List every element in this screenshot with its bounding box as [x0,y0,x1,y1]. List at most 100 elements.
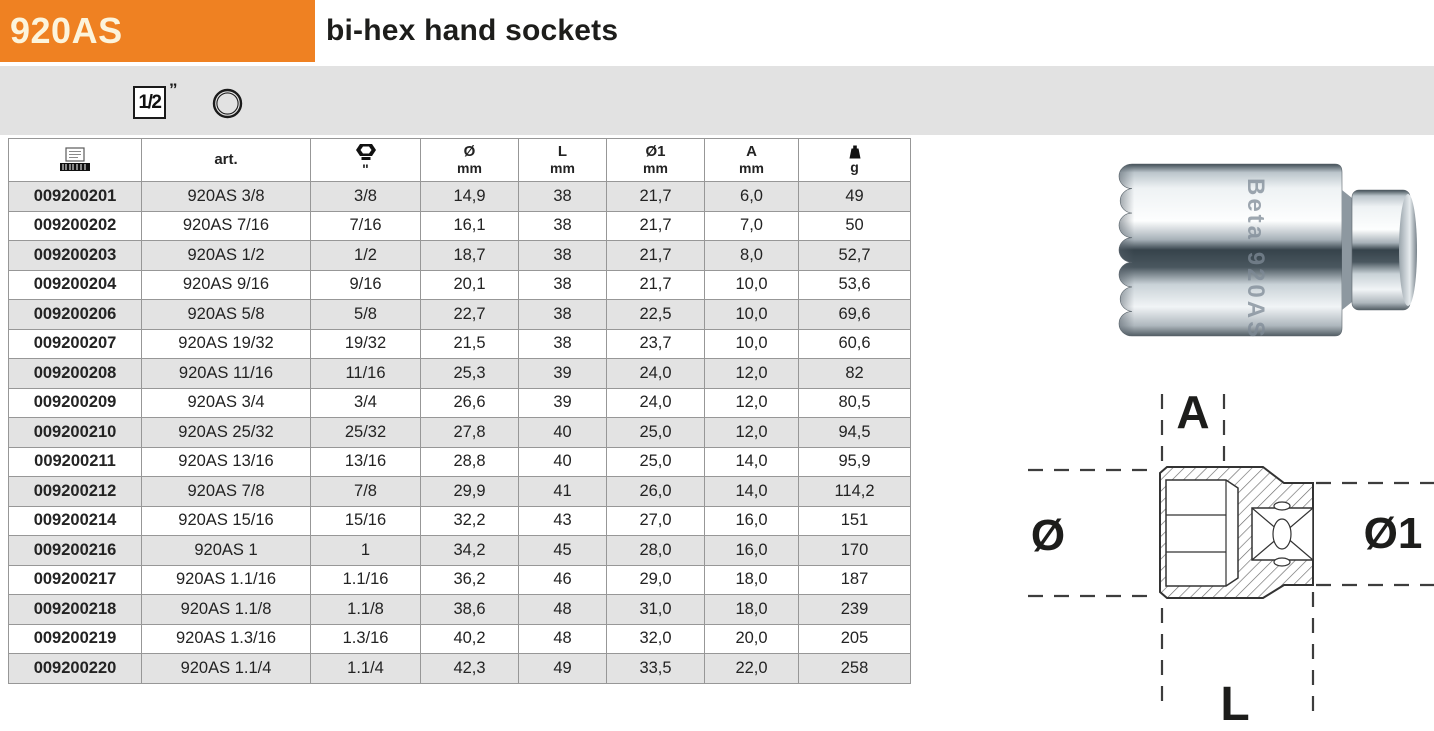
barcode-icon [60,147,90,171]
socket-engraving: Beta 920AS [1242,178,1269,340]
table-cell: 009200206 [8,299,142,330]
table-cell: 170 [798,535,911,566]
table-cell: 920AS 25/32 [141,417,311,448]
table-cell: 009200204 [8,269,142,300]
table-row: 009200219 920AS 1.3/16 1.3/16 40,2 48 32,0 20,… [8,623,911,654]
table-cell: 1.3/16 [310,623,421,654]
table-cell: 38 [518,240,607,271]
table-row: 009200212 920AS 7/8 7/8 29,9 41 26,0 14,0 114,2 [8,476,911,507]
table-cell: 18,0 [704,594,799,625]
table-cell: 48 [518,594,607,625]
table-cell: 95,9 [798,446,911,477]
table-cell: 009200218 [8,594,142,625]
table-cell: 10,0 [704,269,799,300]
table-cell: 009200212 [8,476,142,507]
table-cell: 25/32 [310,417,421,448]
table-cell: 009200211 [8,446,142,477]
table-cell: 40 [518,446,607,477]
table-cell: 920AS 7/8 [141,476,311,507]
table-cell: 48 [518,623,607,654]
table-cell: 114,2 [798,476,911,507]
table-cell: 3/8 [310,181,421,212]
table-cell: 82 [798,358,911,389]
table-cell: 11/16 [310,358,421,389]
dim-label-l: L [1220,678,1249,731]
table-cell: 38 [518,269,607,300]
table-cell: 26,0 [606,476,705,507]
product-code-banner: 920AS [0,0,315,62]
table-cell: 41 [518,476,607,507]
table-cell: 29,0 [606,564,705,595]
table-cell: 7/16 [310,210,421,241]
table-cell: 28,8 [420,446,519,477]
table-cell: 25,0 [606,417,705,448]
socket-end-face [1399,194,1417,306]
nut-icon [355,144,376,161]
table-cell: 009200201 [8,181,142,212]
table-cell: 52,7 [798,240,911,271]
table-cell: 13/16 [310,446,421,477]
table-cell: 27,0 [606,505,705,536]
table-cell: 32,0 [606,623,705,654]
dim-label-d: Ø [1031,511,1065,560]
table-cell: 1 [310,535,421,566]
table-cell: 22,5 [606,299,705,330]
table-cell: 15/16 [310,505,421,536]
table-cell: 920AS 3/4 [141,387,311,418]
column-header-code [8,138,142,182]
table-cell: 94,5 [798,417,911,448]
table-cell: 920AS 5/8 [141,299,311,330]
table-cell: 40,2 [420,623,519,654]
table-cell: 60,6 [798,328,911,359]
table-cell: 43 [518,505,607,536]
pictogram-band: 1/2 ” [0,66,1434,135]
table-cell: 14,0 [704,476,799,507]
section-hex-cavity [1165,479,1239,587]
table-cell: 12,0 [704,417,799,448]
table-cell: 009200210 [8,417,142,448]
dim-label-d1: Ø1 [1364,509,1423,558]
table-cell: 38 [518,299,607,330]
table-cell: 31,0 [606,594,705,625]
table-cell: 239 [798,594,911,625]
table-cell: 39 [518,358,607,389]
page-title: bi-hex hand sockets [326,14,619,47]
table-cell: 28,0 [606,535,705,566]
table-cell: 49 [518,653,607,684]
table-cell: 920AS 7/16 [141,210,311,241]
table-cell: 24,0 [606,387,705,418]
table-cell: 21,7 [606,210,705,241]
weight-icon [849,145,860,159]
table-cell: 53,6 [798,269,911,300]
table-cell: 187 [798,564,911,595]
table-cell: 21,7 [606,269,705,300]
table-cell: 920AS 1.3/16 [141,623,311,654]
table-cell: 258 [798,653,911,684]
table-cell: 49 [798,181,911,212]
socket-neck [1342,190,1352,310]
table-cell: 009200209 [8,387,142,418]
table-row: 009200217 920AS 1.1/16 1.1/16 36,2 46 29,0 18,… [8,564,911,595]
table-cell: 16,0 [704,505,799,536]
table-cell: 205 [798,623,911,654]
table-cell: 33,5 [606,653,705,684]
table-cell: 24,0 [606,358,705,389]
table-cell: 40 [518,417,607,448]
table-cell: 25,3 [420,358,519,389]
table-row: 009200204 920AS 9/16 9/16 20,1 38 21,7 10,0 53,… [8,269,911,300]
table-cell: 25,0 [606,446,705,477]
column-header-size: " [310,138,421,182]
table-cell: 20,1 [420,269,519,300]
table-cell: 38,6 [420,594,519,625]
table-cell: 009200220 [8,653,142,684]
table-cell: 16,0 [704,535,799,566]
inch-mark: ” [169,80,178,99]
table-cell: 1.1/8 [310,594,421,625]
table-cell: 920AS 3/8 [141,181,311,212]
table-cell: 14,9 [420,181,519,212]
column-header-weight: g [798,138,911,182]
